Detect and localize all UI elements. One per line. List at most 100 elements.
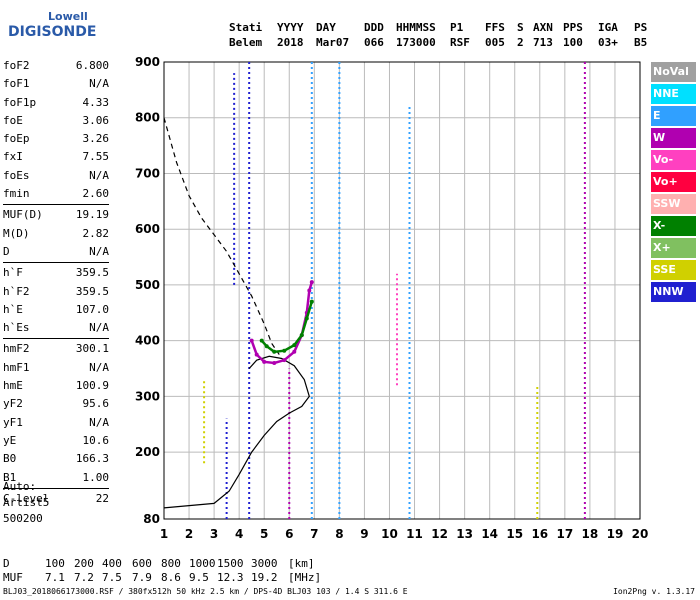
- legend-w: W: [651, 128, 696, 148]
- auto-scaling-info: Auto: Artist5 500200: [3, 479, 49, 527]
- y-tick-label: 400: [135, 334, 160, 348]
- legend-nne: NNE: [651, 84, 696, 104]
- param-row: yF1 N/A: [3, 414, 109, 432]
- distance-value: 400: [102, 557, 122, 570]
- param-name: h`F2: [3, 284, 30, 298]
- param-separator: [3, 338, 109, 340]
- param-name: hmF1: [3, 360, 30, 374]
- param-value: 95.6: [82, 397, 110, 411]
- param-name: C-level: [3, 491, 50, 505]
- x-tick-label: 15: [506, 527, 523, 541]
- param-separator: [3, 487, 109, 489]
- header-col-value: 03+: [598, 36, 618, 49]
- param-name: h`E: [3, 302, 23, 316]
- header-col-label: YYYY: [277, 21, 304, 34]
- param-separator: [3, 204, 109, 206]
- muf-unit: [MHz]: [288, 571, 322, 584]
- x-tick-label: 14: [481, 527, 498, 541]
- param-row: M(D) 2.82: [3, 225, 109, 243]
- x-tick-label: 11: [406, 527, 423, 541]
- legend-sse: SSE: [651, 260, 696, 280]
- header-col-label: DDD: [364, 21, 384, 34]
- header-col-0: Stati Belem: [229, 20, 262, 50]
- muf-value: 19.2: [251, 571, 278, 584]
- y-tick-label: 500: [135, 278, 160, 292]
- param-separator: [3, 262, 109, 264]
- muf-value: 7.2: [74, 571, 94, 584]
- header-col-value: Mar07: [316, 36, 350, 49]
- header-col-11: PS B5: [634, 20, 647, 50]
- x-tick-label: 7: [310, 527, 318, 541]
- muf-value: 8.6: [161, 571, 181, 584]
- x-tick-label: 8: [335, 527, 343, 541]
- x-tick-label: 17: [556, 527, 573, 541]
- param-name: yF2: [3, 397, 23, 411]
- header-col-label: P1: [450, 21, 464, 34]
- param-row: foF1 N/A: [3, 75, 109, 93]
- distance-unit: [km]: [288, 557, 315, 570]
- muf-value: 7.9: [132, 571, 152, 584]
- header-col-label: IGA: [598, 21, 618, 34]
- param-name: hmF2: [3, 342, 30, 356]
- distance-value: 1000: [189, 557, 216, 570]
- header-col-10: IGA 03+: [598, 20, 618, 50]
- param-value: N/A: [89, 168, 109, 182]
- x-tick-label: 19: [607, 527, 624, 541]
- param-value: N/A: [89, 244, 109, 258]
- header-col-value: 100: [563, 36, 583, 49]
- param-value: 2.60: [82, 187, 110, 201]
- distance-label: D: [3, 557, 10, 570]
- header-col-6: FFS 005: [485, 20, 505, 50]
- header-col-value: RSF: [450, 36, 470, 49]
- param-row: foE 3.06: [3, 112, 109, 130]
- virtual-height-curve: [163, 117, 280, 355]
- header-col-label: AXN: [533, 21, 553, 34]
- x-tick-label: 18: [582, 527, 599, 541]
- param-name: foF1: [3, 77, 30, 91]
- header-col-value: 005: [485, 36, 505, 49]
- x-tick-label: 9: [360, 527, 368, 541]
- param-row: foF2 6.800: [3, 57, 109, 75]
- param-name: MUF(D): [3, 208, 43, 222]
- distance-value: 3000: [251, 557, 278, 570]
- lowell-digisonde-logo: Lowell DIGISONDE: [0, 8, 160, 46]
- trace-x: [260, 301, 314, 354]
- header-col-label: FFS: [485, 21, 505, 34]
- parameters-panel: foF2 6.800 foF1 N/A foF1p 4.33 foE 3.06 foEp 3.26…: [3, 57, 109, 508]
- muf-value: 12.3: [217, 571, 244, 584]
- header-col-value: 713: [533, 36, 553, 49]
- header-col-8: AXN 713: [533, 20, 553, 50]
- y-tick-label: 80: [143, 512, 160, 526]
- header-col-value: B5: [634, 36, 648, 49]
- header-col-label: PS: [634, 21, 648, 34]
- param-row: MUF(D) 19.19: [3, 206, 109, 224]
- muf-value: 7.1: [45, 571, 65, 584]
- param-name: D: [3, 244, 10, 258]
- distance-value: 200: [74, 557, 94, 570]
- param-row: foEp 3.26: [3, 130, 109, 148]
- param-value: N/A: [89, 415, 109, 429]
- muf-value: 9.5: [189, 571, 209, 584]
- param-value: 2.82: [82, 226, 110, 240]
- x-tick-label: 3: [210, 527, 218, 541]
- param-row: hmE 100.9: [3, 377, 109, 395]
- header-col-2: DAY Mar07: [316, 20, 349, 50]
- x-tick-label: 4: [235, 527, 243, 541]
- header-col-1: YYYY 2018: [277, 20, 304, 50]
- param-name: B0: [3, 452, 17, 466]
- footer-version: Ion2Png v. 1.3.17: [613, 587, 695, 596]
- param-row: foF1p 4.33: [3, 94, 109, 112]
- param-value: 300.1: [75, 342, 109, 356]
- param-row: hmF1 N/A: [3, 359, 109, 377]
- param-row: hmF2 300.1: [3, 340, 109, 358]
- y-tick-label: 700: [135, 166, 160, 180]
- legend: NoVal NNE E W Vo- Vo+ SSW X- X+ SSE NNW: [651, 62, 696, 304]
- header-col-label: HHMMSS: [396, 21, 436, 34]
- muf-value: 7.5: [102, 571, 122, 584]
- param-name: hmE: [3, 379, 23, 393]
- param-value: 6.800: [75, 59, 109, 72]
- logo-line1: Lowell: [48, 10, 88, 23]
- muf-label: MUF: [3, 571, 23, 584]
- param-row: foEs N/A: [3, 167, 109, 185]
